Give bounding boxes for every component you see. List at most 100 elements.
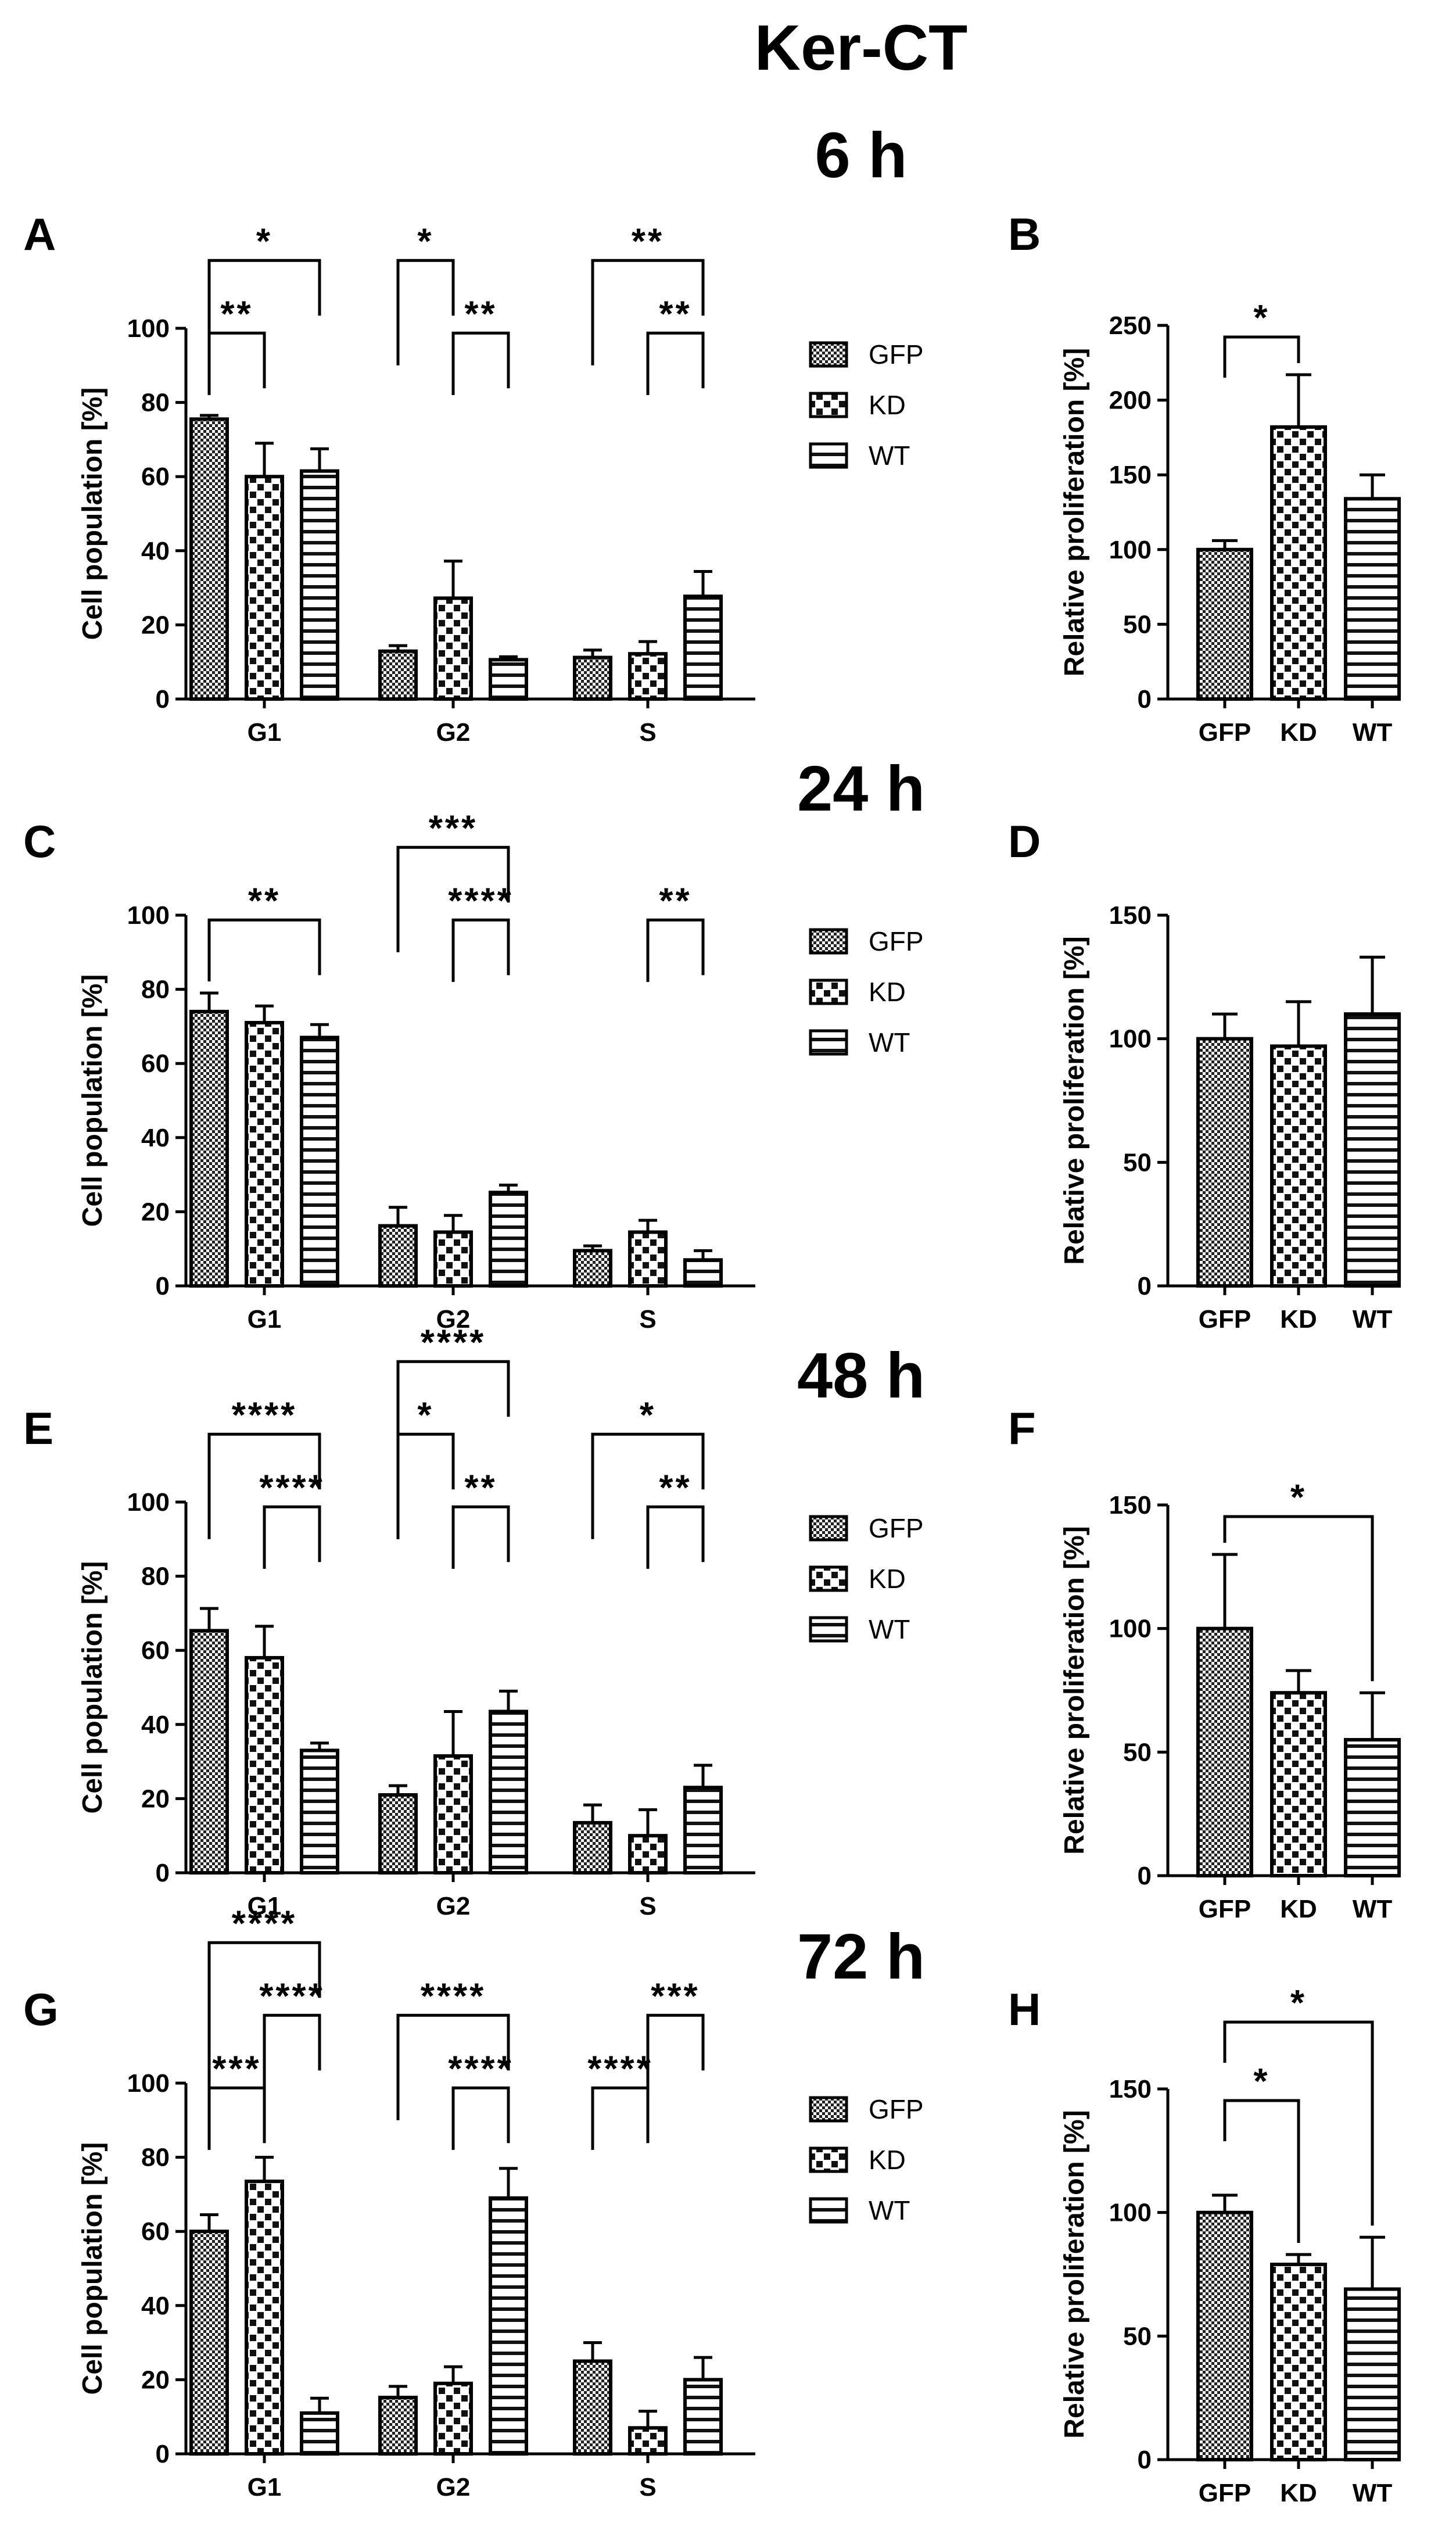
y-tick-label: 0 [156,1272,170,1300]
bar-kd [245,2180,284,2456]
proliferation-chart-B: B 0 50 100 150 200 250 Relative proliferation [… [1008,209,1401,747]
time-label: 72 h [797,1921,925,1992]
legend-label: WT [869,2195,910,2225]
y-tick-label: 150 [1109,2075,1152,2103]
y-tick-label: 100 [1109,1025,1152,1053]
significance-bracket [207,1941,321,2120]
cell-cycle-chart-G: G 0 20 40 60 80 100 Cell population [%] G1 G2 S ***… [23,1904,755,2501]
bar-gfp [573,655,612,701]
bar-kd [1270,1691,1327,1878]
bar-kd [433,596,473,701]
significance-label: * [1290,1478,1307,1518]
x-tick-label: S [639,1892,656,1920]
x-tick-label: S [639,2473,656,2501]
significance-label: * [417,221,433,261]
x-tick-label: G1 [248,1892,282,1920]
x-tick-label: KD [1280,718,1317,747]
proliferation-chart-F: F 0 50 100 150 Relative proliferation [%] GFP K… [1008,1403,1401,1923]
y-tick-label: 80 [141,1562,170,1591]
legend: GFP KD WT [809,926,924,1058]
panel-letter: B [1008,209,1041,260]
significance-label: * [417,1395,433,1435]
significance-bracket [207,2086,266,2150]
bar-wt [489,1191,528,1288]
y-tick-label: 50 [1123,1738,1152,1766]
x-tick-label: WT [1353,2479,1393,2507]
bar-wt [1344,2287,1401,2462]
y-tick-label: 80 [141,389,170,417]
bar-wt [489,1709,528,1875]
y-tick-label: 20 [141,2366,170,2394]
bar-gfp [1196,547,1253,701]
legend-label: GFP [869,2094,924,2124]
bar-gfp [189,2230,229,2456]
y-tick-label: 60 [141,2217,170,2246]
bar-gfp [573,1820,612,1875]
panel-letter: F [1008,1403,1036,1454]
y-tick-label: 0 [156,685,170,714]
legend-swatch-wt [809,442,848,469]
time-label: 48 h [797,1340,925,1411]
significance-label: ** [220,294,253,334]
x-tick-label: KD [1280,1895,1317,1923]
legend-swatch-gfp [809,2096,848,2123]
bar-wt [1344,1012,1401,1288]
significance-label: *** [429,808,478,848]
significance-bracket [207,259,321,365]
y-axis-label: Relative proliferation [%] [1059,1526,1090,1854]
bar-gfp [573,2359,612,2456]
legend-swatch-gfp [809,928,848,955]
legend-swatch-wt [809,1029,848,1056]
significance-bracket [207,331,266,395]
time-label: 6 h [815,120,908,191]
x-tick-label: G1 [248,2473,282,2501]
legend-swatch-gfp [809,1515,848,1542]
bar-kd [1270,2262,1327,2461]
bar-kd [245,475,284,701]
y-tick-label: 40 [141,1711,170,1739]
legend-swatch-wt [809,1616,848,1643]
legend-label: GFP [869,339,924,370]
y-tick-label: 200 [1109,386,1152,415]
y-tick-label: 40 [141,1124,170,1152]
legend-swatch-kd [809,2146,848,2173]
y-tick-label: 150 [1109,461,1152,489]
x-tick-label: KD [1280,2479,1317,2507]
legend-label: GFP [869,1513,924,1543]
legend-swatch-kd [809,979,848,1005]
y-tick-label: 0 [156,1859,170,1887]
y-tick-label: 40 [141,537,170,565]
bar-gfp [378,649,418,701]
significance-label: ** [248,881,281,921]
significance-bracket [207,918,321,981]
significance-label: * [1253,298,1269,338]
y-tick-label: 20 [141,1198,170,1226]
significance-bracket [646,331,705,395]
bar-kd [245,1021,284,1288]
significance-bracket [1223,1515,1374,1682]
legend: GFP KD WT [809,339,924,471]
bar-wt [683,594,723,701]
y-tick-label: 80 [141,2144,170,2172]
significance-label: **** [232,1904,297,1944]
y-tick-label: 150 [1109,901,1152,930]
significance-bracket [396,845,510,952]
legend-label: WT [869,1027,910,1058]
significance-bracket [263,1505,321,1569]
bar-gfp [378,2396,418,2456]
bar-kd [433,1230,473,1288]
significance-label: *** [212,2049,261,2089]
x-tick-label: S [639,718,656,747]
x-tick-label: G1 [248,718,282,747]
significance-bracket [396,1432,455,1539]
legend-swatch-wt [809,2197,848,2224]
x-tick-label: GFP [1199,2479,1251,2507]
x-tick-label: G2 [436,2473,471,2501]
panel-letter: C [23,816,56,867]
significance-label: ** [659,881,691,921]
significance-bracket [591,259,705,365]
y-tick-label: 50 [1123,1148,1152,1177]
